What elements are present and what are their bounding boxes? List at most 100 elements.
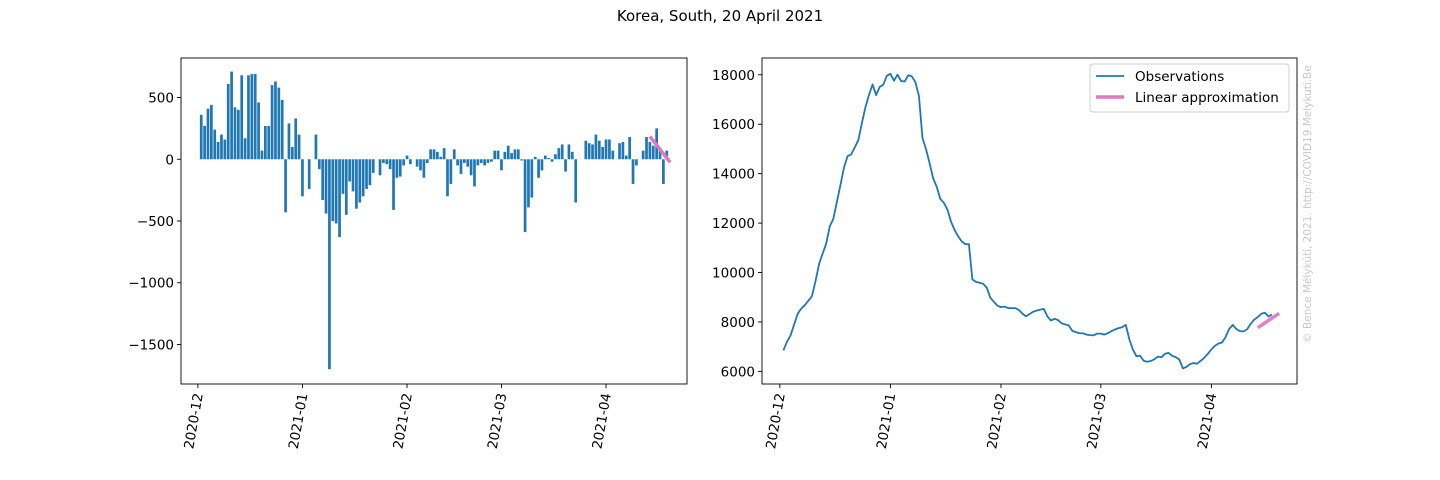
bar [432, 149, 436, 160]
bar [240, 75, 244, 160]
left-xtick-label: 2021-02 [390, 392, 416, 450]
bar [479, 159, 483, 163]
bar [516, 149, 520, 160]
bar [560, 144, 564, 160]
bar [274, 81, 277, 160]
bar [328, 159, 331, 370]
bar [564, 159, 567, 172]
bar [648, 141, 652, 160]
bar [436, 151, 439, 160]
bar [429, 149, 432, 160]
bar [257, 102, 260, 160]
bar [483, 159, 486, 166]
bar [199, 114, 203, 160]
bar [631, 159, 635, 184]
bar [290, 146, 294, 160]
bar [317, 159, 321, 170]
legend-label: Observations [1135, 69, 1224, 85]
bar [473, 159, 476, 187]
legend-label: Linear approximation [1135, 90, 1279, 106]
bar [520, 159, 524, 161]
left-frame [180, 57, 688, 385]
bar [206, 108, 210, 160]
bar [361, 159, 365, 197]
bar [439, 156, 443, 160]
bar [263, 125, 267, 160]
left-xtick-label: 2021-03 [485, 392, 511, 450]
bar [510, 153, 513, 160]
bar [284, 159, 287, 213]
bar [489, 159, 493, 162]
bar [297, 134, 301, 160]
bar [267, 125, 271, 160]
left-ytick-label: 500 [148, 91, 174, 107]
linear-approximation-line [1256, 311, 1281, 330]
bar [645, 137, 648, 160]
bar [456, 159, 459, 166]
bar [402, 159, 405, 166]
bar [280, 99, 284, 160]
bar [621, 141, 625, 160]
bar [601, 146, 605, 160]
bar [260, 150, 264, 160]
bar [550, 159, 554, 162]
bar [635, 159, 638, 166]
bar [220, 134, 223, 160]
bar [385, 159, 389, 165]
bar [321, 159, 325, 201]
bar [503, 151, 507, 160]
bar [338, 159, 341, 238]
bar [604, 139, 608, 160]
linear-approximation-line [648, 135, 672, 164]
bar [358, 159, 362, 203]
bar [547, 158, 551, 160]
bar [618, 143, 621, 160]
bar [351, 159, 355, 192]
bar [355, 159, 358, 209]
bar [594, 134, 598, 160]
left-xtick-label: 2021-01 [286, 392, 312, 450]
bar [584, 140, 588, 160]
bar [334, 159, 338, 224]
bar [496, 150, 500, 160]
right-xtick-label: 2020-12 [763, 392, 789, 450]
bar [446, 159, 449, 197]
right-ytick-label: 6000 [721, 364, 755, 380]
bar [395, 159, 399, 178]
bar [301, 159, 304, 197]
observations-line [782, 72, 1273, 370]
bar [223, 139, 227, 160]
watermark: © Bence Mélykúti, 2021. http://COVID19.M… [1302, 65, 1314, 343]
bar [513, 149, 517, 160]
bar [203, 125, 206, 160]
bar [307, 159, 311, 189]
bar [597, 140, 601, 160]
bar [591, 144, 594, 160]
bar [405, 155, 409, 160]
bar [442, 148, 446, 160]
right-xtick-label: 2021-01 [874, 392, 900, 450]
bar [651, 145, 655, 160]
bar [210, 104, 213, 160]
bar [466, 159, 470, 167]
bar [567, 144, 571, 160]
bar [409, 159, 412, 165]
right-xtick-label: 2021-03 [1084, 392, 1110, 450]
bar [368, 159, 372, 186]
bar [388, 159, 392, 170]
right-ytick-label: 16000 [712, 117, 755, 133]
right-frame [761, 57, 1298, 385]
bar [294, 118, 298, 160]
bar [527, 159, 530, 208]
daily-change-bar-chart: 500 0 −500 −1000 −1500 2020-12 2021-01 2021-02 2… [128, 57, 688, 450]
bar [331, 159, 335, 221]
bar [463, 159, 466, 163]
bar [611, 150, 615, 160]
bar [533, 156, 537, 160]
bar [557, 148, 561, 160]
bar [419, 159, 422, 171]
bar [570, 151, 574, 160]
bar [628, 137, 632, 160]
bar [523, 159, 527, 233]
